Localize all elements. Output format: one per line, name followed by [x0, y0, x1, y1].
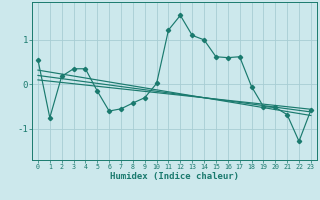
X-axis label: Humidex (Indice chaleur): Humidex (Indice chaleur) [110, 172, 239, 181]
